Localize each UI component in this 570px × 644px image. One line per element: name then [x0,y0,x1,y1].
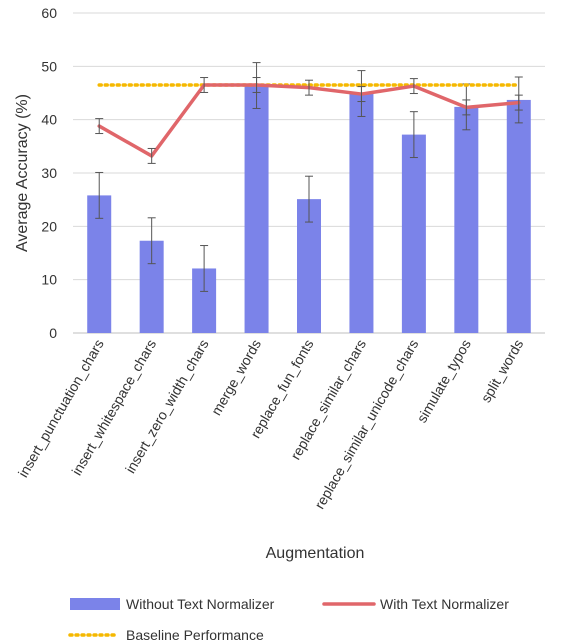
x-tick-labels: insert_punctuation_charsinsert_whitespac… [15,337,527,512]
x-tick-label: simulate_typos [413,337,474,426]
bar-error-bar [95,171,104,219]
normalizer-error-bar [200,77,209,93]
normalizer-error-bar [514,94,523,111]
y-tick-label: 60 [41,5,57,21]
x-tick-label: merge_words [208,337,264,418]
bar [401,134,426,333]
bar [506,99,531,333]
bar-error-bar [147,217,156,265]
x-axis-title: Augmentation [266,545,365,562]
normalizer-error-bar [95,118,104,135]
x-tick-label: split_words [478,337,527,406]
y-tick-label: 20 [41,218,57,234]
normalizer-error-bar [409,78,418,95]
y-tick-label: 10 [41,272,57,288]
bar [349,93,374,334]
normalizer-error-bars [95,77,523,164]
legend-label-line: With Text Normalizer [380,596,509,612]
bar [244,85,269,334]
normalizer-error-bar [147,147,156,164]
bar-error-bars [95,62,523,292]
y-tick-label: 40 [41,112,57,128]
bar [454,106,479,333]
normalizer-error-bar [252,77,261,93]
y-axis-title: Average Accuracy (%) [14,94,31,252]
normalizer-error-bar [305,79,313,96]
y-tick-labels: 0 10 20 30 40 50 60 [41,5,57,341]
bar-error-bar [200,245,209,292]
normalizer-error-bar [357,86,366,103]
normalizer-error-bar [462,99,471,116]
legend-label-baseline: Baseline Performance [126,627,264,643]
legend-swatch-bars [70,598,120,610]
y-tick-label: 30 [41,165,57,181]
bar-error-bar [305,175,313,223]
x-tick-label: replace_similar_unicode_chars [311,337,421,512]
legend: Without Text Normalizer With Text Normal… [68,596,509,643]
legend-label-bars: Without Text Normalizer [126,596,275,612]
y-tick-label: 0 [49,325,57,341]
bar-error-bar [409,111,418,159]
y-tick-label: 50 [41,58,57,74]
